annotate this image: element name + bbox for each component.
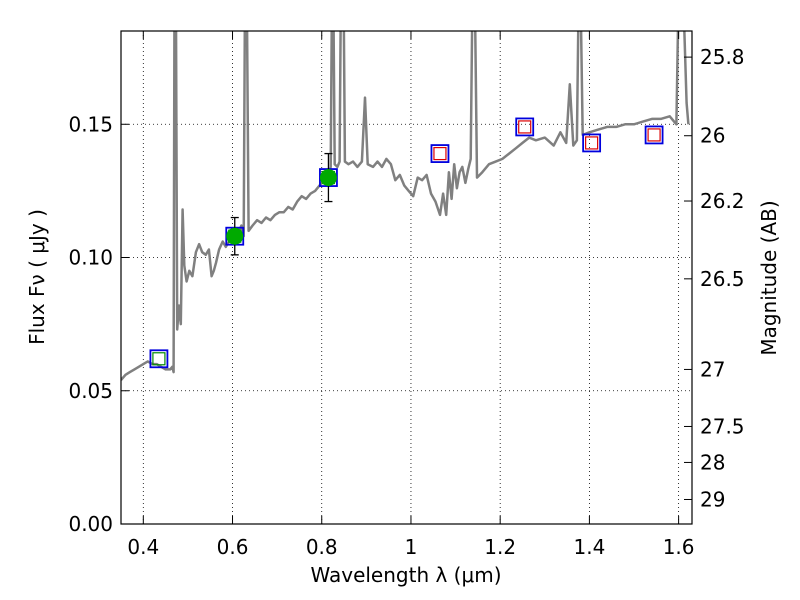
observed-square-marker bbox=[149, 349, 169, 369]
y2-tick-label: 26.2 bbox=[700, 189, 745, 213]
y2-tick-label: 26.5 bbox=[700, 267, 745, 291]
plot-area bbox=[121, 31, 690, 381]
x-tick-label: 1.2 bbox=[484, 535, 516, 559]
y2-axis-title: Magnitude (AB) bbox=[757, 200, 781, 355]
sed-model-line bbox=[121, 31, 690, 381]
x-tick-label: 0.8 bbox=[306, 535, 338, 559]
markers bbox=[149, 117, 664, 369]
observed-square-marker bbox=[515, 117, 535, 137]
y-axis: 0.00 0.05 0.10 0.15 bbox=[68, 112, 129, 536]
inner-square-marker bbox=[152, 352, 166, 366]
inner-square-marker bbox=[585, 136, 599, 150]
flux-circle-marker bbox=[226, 227, 244, 245]
y2-tick-label: 28 bbox=[700, 450, 725, 474]
plot-background bbox=[121, 31, 692, 524]
x-tick-label: 1.6 bbox=[663, 535, 695, 559]
y-tick-label: 0.05 bbox=[68, 379, 113, 403]
inner-square-marker bbox=[433, 146, 447, 161]
x-tick-label: 0.6 bbox=[217, 535, 249, 559]
y2-tick-label: 27.5 bbox=[700, 414, 745, 438]
y-tick-label: 0.00 bbox=[68, 512, 113, 536]
x-tick-label: 1.4 bbox=[573, 535, 605, 559]
observed-square-marker bbox=[644, 125, 664, 145]
y2-tick-label: 25.8 bbox=[700, 45, 745, 69]
x-tick-label: 1 bbox=[405, 535, 418, 559]
y2-tick-label: 27 bbox=[700, 357, 725, 381]
y-axis-title: Flux Fν ( μJy ) bbox=[25, 209, 49, 345]
inner-square-marker bbox=[518, 120, 532, 134]
x-tick-label: 0.4 bbox=[127, 535, 159, 559]
inner-square-marker bbox=[647, 128, 661, 142]
y-tick-label: 0.15 bbox=[68, 112, 113, 136]
y2-tick-label: 26 bbox=[700, 124, 725, 148]
x-axis: 0.4 0.6 0.8 1 1.2 1.4 1.6 bbox=[127, 31, 695, 559]
plot-frame bbox=[120, 30, 693, 525]
x-axis-title: Wavelength λ (μm) bbox=[310, 563, 501, 587]
y2-axis: 25.8 26 26.2 26.5 27 27.5 28 29 bbox=[684, 45, 745, 511]
y-tick-label: 0.10 bbox=[68, 246, 113, 270]
flux-circle-marker bbox=[319, 169, 337, 187]
observed-square-marker bbox=[430, 144, 450, 163]
y2-tick-label: 29 bbox=[700, 487, 725, 511]
observed-square-marker bbox=[582, 133, 602, 153]
